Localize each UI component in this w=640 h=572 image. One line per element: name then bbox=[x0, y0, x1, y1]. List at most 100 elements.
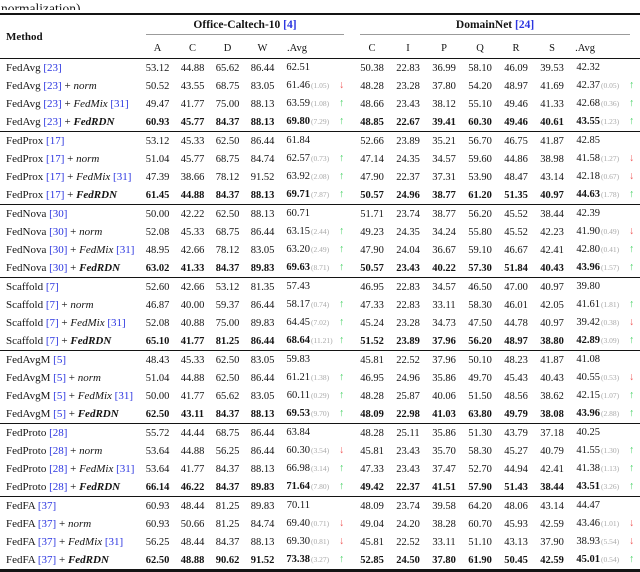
citation-link[interactable]: [37] bbox=[37, 518, 57, 530]
cell-office-avg: 63.20 (2.49) ↑ bbox=[280, 241, 354, 259]
citation-link[interactable]: [7] bbox=[45, 281, 59, 293]
cell-office-avg: 69.71 (7.87) ↑ bbox=[280, 186, 354, 205]
citation-link[interactable]: [37] bbox=[37, 536, 57, 548]
citation-link[interactable]: [31] bbox=[104, 536, 124, 548]
plus-sign: + bbox=[67, 481, 80, 493]
avg-delta-subscript: (0.73) bbox=[311, 154, 330, 163]
cell-domainnet-I: 24.50 bbox=[396, 554, 420, 566]
citation-link[interactable]: [5] bbox=[53, 408, 66, 420]
citation-link[interactable]: [28] bbox=[49, 481, 68, 493]
citation-link[interactable]: [7] bbox=[45, 335, 59, 347]
cell-domainnet-S: 42.41 bbox=[540, 244, 564, 256]
cell-office-C: 48.88 bbox=[180, 554, 205, 566]
plus-sign: + bbox=[56, 536, 68, 548]
citation-link[interactable]: [7] bbox=[45, 299, 59, 311]
cell-domainnet-C: 51.71 bbox=[360, 208, 384, 220]
citation-link[interactable]: [28] bbox=[49, 445, 68, 457]
column-header-domainnet-R: R bbox=[512, 43, 520, 54]
cell-domainnet-S: 41.69 bbox=[540, 80, 564, 92]
cell-domainnet-S: 38.44 bbox=[540, 481, 564, 493]
avg-wrap: 69.80 (7.29) ↑ bbox=[280, 113, 354, 131]
cell-domainnet-C: 46.95 bbox=[360, 372, 384, 384]
citation-link[interactable]: [17] bbox=[46, 135, 65, 147]
citation-link[interactable]: [31] bbox=[107, 317, 126, 329]
method-name: FedAvgM bbox=[6, 372, 54, 384]
cell-domainnet-I: 23.28 bbox=[396, 80, 420, 92]
citation-link[interactable]: [31] bbox=[114, 390, 133, 402]
plus-sign: + bbox=[61, 80, 74, 92]
cell-domainnet-S: 40.43 bbox=[540, 262, 564, 274]
cell-office-D: 68.75 bbox=[215, 153, 240, 165]
cell-domainnet-R: 51.84 bbox=[504, 262, 528, 274]
citation-link[interactable]: [31] bbox=[116, 463, 135, 475]
citation-link[interactable]: [30] bbox=[49, 208, 68, 220]
citation-link[interactable]: [5] bbox=[53, 390, 66, 402]
citation-link[interactable]: [23] bbox=[43, 80, 62, 92]
avg-wrap: 61.84 bbox=[280, 132, 354, 150]
citation-link[interactable]: [37] bbox=[37, 554, 57, 566]
cell-office-avg: 61.21 (1.38) ↑ bbox=[280, 369, 354, 387]
method-name: FedProx bbox=[6, 171, 47, 183]
method-name: FedProx bbox=[6, 153, 47, 165]
cell-office-C: 42.66 bbox=[180, 244, 205, 256]
cell-domainnet-C: 52.66 bbox=[360, 135, 384, 147]
cell-office-W: 91.52 bbox=[250, 171, 275, 183]
table-row: FedFA [37] + norm 60.93 50.66 81.25 84.74 69.… bbox=[0, 515, 640, 533]
cell-office-avg: 60.71 bbox=[280, 205, 354, 224]
citation-link[interactable]: [30] bbox=[49, 262, 68, 274]
cell-office-C: 44.88 bbox=[180, 62, 205, 74]
citation-link[interactable]: [37] bbox=[37, 500, 57, 512]
citation-link[interactable]: [30] bbox=[49, 244, 68, 256]
cell-office-C: 44.88 bbox=[180, 445, 205, 457]
cell-domainnet-avg: 44.63 (1.78) ↑ bbox=[570, 186, 640, 205]
citation-link[interactable]: [30] bbox=[49, 226, 68, 238]
avg-wrap: 60.11 (0.29) ↑ bbox=[280, 387, 354, 405]
citation-link[interactable]: [7] bbox=[45, 317, 59, 329]
cell-domainnet-Q: 58.10 bbox=[468, 62, 492, 74]
citation-link[interactable]: [5] bbox=[53, 354, 66, 366]
citation-link[interactable]: [17] bbox=[46, 153, 65, 165]
cell-domainnet-C: 48.09 bbox=[360, 500, 384, 512]
citation-link[interactable]: [23] bbox=[43, 116, 62, 128]
avg-wrap: 42.15 (1.07) ↑ bbox=[570, 387, 640, 405]
plus-sign: + bbox=[64, 171, 77, 183]
citation-link[interactable]: [24] bbox=[515, 19, 535, 31]
cell-office-C: 45.77 bbox=[180, 153, 205, 165]
method-cell: FedFA [37] bbox=[0, 497, 140, 516]
method-cell: FedNova [30] + norm bbox=[0, 223, 140, 241]
plus-sign: + bbox=[67, 262, 80, 274]
citation-link[interactable]: [5] bbox=[53, 372, 66, 384]
variant-name-fedrdn: FedRDN bbox=[79, 481, 121, 493]
citation-link[interactable]: [31] bbox=[113, 171, 132, 183]
cell-domainnet-I: 22.83 bbox=[396, 62, 420, 74]
method-name: FedNova bbox=[6, 226, 50, 238]
citation-link[interactable]: [17] bbox=[46, 171, 65, 183]
citation-link[interactable]: [28] bbox=[49, 427, 68, 439]
avg-value: 64.45 bbox=[286, 317, 310, 328]
method-cell: Scaffold [7] + FedMix [31] bbox=[0, 314, 140, 332]
citation-link[interactable]: [23] bbox=[43, 98, 62, 110]
method-cell: FedAvg [23] + norm bbox=[0, 77, 140, 95]
cell-domainnet-I: 24.35 bbox=[396, 226, 420, 238]
citation-link[interactable]: [28] bbox=[49, 463, 68, 475]
cell-domainnet-I: 23.74 bbox=[396, 208, 420, 220]
table-row: FedFA [37] + FedMix [31] 56.25 48.44 84.37 8… bbox=[0, 533, 640, 551]
cell-domainnet-R: 47.00 bbox=[504, 281, 528, 293]
avg-value: 62.57 bbox=[286, 153, 310, 164]
cell-domainnet-S: 43.14 bbox=[540, 171, 564, 183]
trend-up-icon: ↑ bbox=[629, 445, 635, 456]
citation-link[interactable]: [4] bbox=[283, 19, 297, 31]
citation-link[interactable]: [31] bbox=[116, 244, 135, 256]
cell-office-A: 51.04 bbox=[145, 372, 170, 384]
variant-name-norm: norm bbox=[79, 226, 103, 238]
citation-link[interactable]: [17] bbox=[46, 189, 65, 201]
method-cell: FedAvgM [5] + FedMix [31] bbox=[0, 387, 140, 405]
citation-link[interactable]: [23] bbox=[43, 62, 62, 74]
method-cell: FedProx [17] + norm bbox=[0, 150, 140, 168]
avg-delta-subscript: (0.71) bbox=[311, 519, 330, 528]
citation-link[interactable]: [31] bbox=[110, 98, 129, 110]
method-section-fedavg: FedAvg [23] 53.12 44.88 65.62 86.44 62.51 50.3… bbox=[0, 58, 640, 132]
cell-domainnet-C: 49.23 bbox=[360, 226, 384, 238]
cell-domainnet-I: 25.87 bbox=[396, 390, 420, 402]
cell-domainnet-S: 40.43 bbox=[540, 372, 564, 384]
